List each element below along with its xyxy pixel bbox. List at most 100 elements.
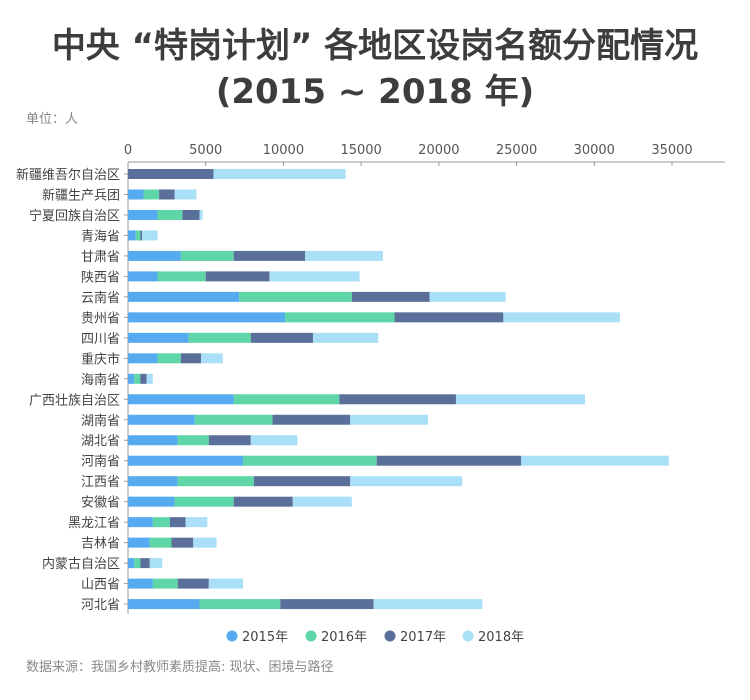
bar-segment-2018年	[213, 169, 346, 179]
bar-segment-2016年	[157, 209, 183, 220]
bar-segment-2017年	[376, 455, 522, 466]
bar-segment-2017年	[253, 476, 351, 487]
bar-segment-2015年	[128, 271, 158, 282]
bar-segment-2018年	[312, 332, 379, 343]
legend-marker	[384, 630, 396, 642]
bar-segment-2015年	[128, 537, 150, 548]
bar-segment-2015年	[128, 373, 135, 384]
bar-segment-2018年	[429, 291, 506, 302]
bar-segment-2017年	[182, 209, 200, 220]
bar-segment-2017年	[272, 414, 351, 425]
bar-segment-2016年	[177, 476, 254, 487]
x-tick-label: 15000	[340, 143, 381, 158]
bar-segment-2018年	[149, 558, 163, 569]
bar-segment-2015年	[128, 291, 240, 302]
bar-segment-2018年	[193, 537, 217, 548]
bar-segment-2016年	[188, 332, 251, 343]
x-tick-label: 5000	[189, 143, 222, 158]
bar-segment-2017年	[339, 394, 456, 405]
category-label: 青海省	[81, 229, 120, 244]
bar-segment-2015年	[128, 455, 244, 466]
bar-segment-2015年	[128, 394, 234, 405]
bar-segment-2017年	[205, 271, 270, 282]
x-tick-label: 30000	[574, 143, 615, 158]
bar-segment-2015年	[128, 189, 144, 200]
category-label: 甘肃省	[81, 250, 120, 265]
category-label: 宁夏回族自治区	[29, 208, 120, 224]
bar-segment-2017年	[394, 312, 504, 323]
bar-segment-2016年	[157, 353, 181, 364]
bar-segment-2017年	[159, 189, 175, 200]
bar-segment-2016年	[152, 578, 178, 589]
legend-marker	[462, 630, 474, 642]
category-label: 贵州省	[81, 311, 120, 326]
bar-segment-2015年	[128, 209, 158, 220]
bar-segment-2017年	[140, 558, 150, 569]
bar-segment-2017年	[351, 291, 430, 302]
x-tick-label: 35000	[651, 143, 692, 158]
bar-segment-2015年	[128, 332, 189, 343]
bar-segment-2016年	[194, 414, 273, 425]
legend-label: 2018年	[478, 630, 524, 645]
category-label: 河北省	[81, 598, 120, 613]
chart-title: 中央 “特岗计划” 各地区设岗名额分配情况	[51, 26, 699, 66]
bar-segment-2016年	[284, 312, 395, 323]
bar-segment-2018年	[201, 353, 223, 364]
bar-segment-2018年	[208, 578, 244, 589]
bar-segment-2015年	[128, 435, 178, 446]
bar-segment-2015年	[128, 517, 153, 528]
bar-segment-2018年	[305, 250, 383, 261]
legend-label: 2016年	[321, 630, 367, 645]
bar-segment-2018年	[269, 271, 360, 282]
bar-segment-2018年	[455, 394, 585, 405]
bar-segment-2015年	[128, 496, 175, 507]
bar-segment-2015年	[128, 353, 158, 364]
legend-label: 2015年	[242, 630, 288, 645]
category-label: 重庆市	[81, 351, 120, 367]
category-label: 山西省	[81, 578, 120, 593]
bar-segment-2017年	[208, 435, 251, 446]
bar-segment-2017年	[250, 332, 313, 343]
x-tick-label: 0	[124, 143, 132, 158]
category-label: 广西壮族自治区	[29, 392, 120, 408]
category-label: 河南省	[81, 454, 120, 470]
bar-segment-2017年	[233, 250, 306, 261]
bar-segment-2016年	[135, 230, 141, 241]
bar-segment-2018年	[199, 209, 203, 220]
bar-segment-2017年	[177, 578, 209, 589]
legend-marker	[305, 630, 317, 642]
category-label: 湖北省	[81, 434, 120, 449]
bar-segment-2017年	[128, 169, 214, 179]
bar-segment-2015年	[128, 312, 285, 323]
bar-segment-2015年	[128, 578, 153, 589]
bar-segment-2016年	[177, 435, 209, 446]
bar-segment-2017年	[180, 353, 202, 364]
bar-segment-2017年	[140, 230, 142, 241]
bar-segment-2015年	[128, 599, 200, 610]
x-tick-label: 25000	[496, 143, 537, 158]
unit-label: 单位：人	[26, 112, 79, 127]
bar-segment-2018年	[292, 496, 352, 507]
bar-segment-2015年	[128, 558, 135, 569]
category-label: 新疆生产兵团	[42, 187, 120, 203]
bar-segment-2018年	[503, 312, 620, 323]
bar-segment-2017年	[140, 373, 147, 384]
bar-segment-2016年	[157, 271, 206, 282]
x-tick-label: 10000	[263, 143, 304, 158]
bar-segment-2016年	[174, 496, 234, 507]
bar-segment-2016年	[149, 537, 172, 548]
bar-segment-2017年	[233, 496, 293, 507]
bar-segment-2015年	[128, 476, 178, 487]
category-label: 安徽省	[81, 496, 120, 511]
bar-segment-2018年	[185, 517, 208, 528]
bar-segment-2017年	[280, 599, 374, 610]
x-tick-label: 20000	[418, 143, 459, 158]
legend-marker	[226, 630, 238, 642]
legend-label: 2017年	[400, 630, 446, 645]
bar-segment-2016年	[180, 250, 234, 261]
category-label: 湖南省	[81, 413, 120, 429]
bar-segment-2018年	[373, 599, 483, 610]
bar-segment-2016年	[233, 394, 340, 405]
bar-segment-2015年	[128, 230, 136, 241]
